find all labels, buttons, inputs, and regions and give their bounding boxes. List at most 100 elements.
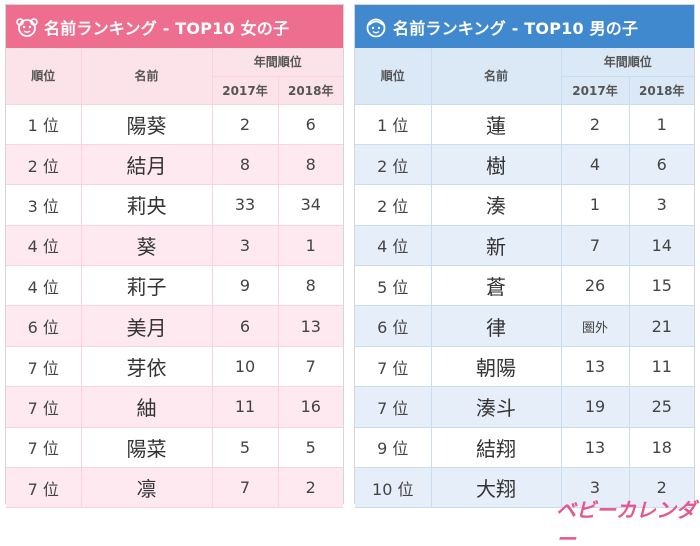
rank-2018-cell: 8	[278, 265, 344, 307]
rank-2018-cell: 1	[278, 225, 344, 267]
girl-face-icon	[16, 17, 38, 37]
rank-2017-cell: 3	[212, 225, 279, 267]
rank-cell: 1 位	[355, 104, 432, 145]
table-row: 3 位莉央 33 34	[6, 184, 344, 226]
rank-cell: 7 位	[355, 386, 432, 428]
boy-face-icon	[366, 18, 386, 37]
table-row: 6 位美月 6 13	[6, 305, 344, 347]
name-cell: 凛	[81, 467, 213, 509]
rank-2018-cell: 18	[629, 427, 695, 469]
table-row: 4 位新 7 14	[355, 225, 695, 267]
name-header: 名前	[81, 48, 213, 105]
name-header: 名前	[431, 48, 562, 105]
table-row: 1 位陽葵 2 6	[6, 104, 344, 145]
rank-2017-cell: 26	[561, 265, 630, 307]
year-2018-header: 2018年	[278, 76, 344, 105]
rank-2017-cell: 5	[212, 427, 279, 469]
name-cell: 美月	[81, 305, 213, 347]
rank-2018-cell: 13	[278, 305, 344, 347]
rank-2017-cell: 8	[212, 144, 279, 186]
table-row: 9 位結翔 13 18	[355, 427, 695, 469]
girls-banner: 名前ランキング - TOP10 女の子	[6, 5, 343, 48]
rank-2018-cell: 5	[278, 427, 344, 469]
name-cell: 樹	[431, 144, 562, 186]
year-2017-header: 2017年	[561, 76, 630, 105]
rank-cell: 9 位	[355, 427, 432, 469]
rank-2017-cell: 4	[561, 144, 630, 186]
name-cell: 大翔	[431, 467, 562, 509]
rank-cell: 3 位	[6, 184, 82, 226]
rank-2018-cell: 1	[629, 104, 695, 145]
table-row: 4 位莉子 9 8	[6, 265, 344, 307]
yearly-rank-header: 年間順位	[212, 48, 344, 77]
rank-cell: 5 位	[355, 265, 432, 307]
name-cell: 湊	[431, 184, 562, 226]
rank-2018-cell: 25	[629, 386, 695, 428]
rank-2018-cell: 6	[629, 144, 695, 186]
rank-cell: 7 位	[6, 346, 82, 388]
name-cell: 新	[431, 225, 562, 267]
rank-2017-cell: 9	[212, 265, 279, 307]
rank-2018-cell: 2	[278, 467, 344, 509]
name-cell: 紬	[81, 386, 213, 428]
rank-cell: 2 位	[355, 184, 432, 226]
rank-2017-cell: 2	[212, 104, 279, 145]
rank-cell: 7 位	[6, 467, 82, 509]
girls-title: 名前ランキング - TOP10 女の子	[44, 18, 290, 38]
rank-2018-cell: 16	[278, 386, 344, 428]
rank-cell: 2 位	[6, 144, 82, 186]
rank-2017-cell: 6	[212, 305, 279, 347]
rank-2018-cell: 15	[629, 265, 695, 307]
rank-header: 順位	[6, 48, 82, 105]
boys-ranking-panel: 名前ランキング - TOP10 男の子 順位 名前 年間順位 2017年 201…	[354, 4, 695, 509]
table-row: 7 位朝陽 13 11	[355, 346, 695, 388]
rank-2017-cell: 7	[212, 467, 279, 509]
table-row: 6 位律圏外 21	[355, 305, 695, 347]
rank-2018-cell: 34	[278, 184, 344, 226]
name-cell: 朝陽	[431, 346, 562, 388]
name-cell: 葵	[81, 225, 213, 267]
boys-banner: 名前ランキング - TOP10 男の子	[355, 5, 694, 48]
rank-cell: 6 位	[6, 305, 82, 347]
boys-title: 名前ランキング - TOP10 男の子	[393, 18, 639, 38]
rank-2017-cell: 圏外	[561, 305, 630, 347]
rank-2017-cell: 1	[561, 184, 630, 226]
table-row: 7 位芽依 10 7	[6, 346, 344, 388]
rank-2017-cell: 19	[561, 386, 630, 428]
rank-cell: 4 位	[355, 225, 432, 267]
rank-2018-cell: 7	[278, 346, 344, 388]
rank-2017-cell: 10	[212, 346, 279, 388]
girls-ranking-table: 順位 名前 年間順位 2017年 2018年 1 位陽葵 2 6 2 位結月 8 8 3…	[6, 48, 344, 509]
rank-2018-cell: 11	[629, 346, 695, 388]
rank-cell: 6 位	[355, 305, 432, 347]
name-cell: 莉央	[81, 184, 213, 226]
rank-cell: 1 位	[6, 104, 82, 145]
year-2017-header: 2017年	[212, 76, 279, 105]
rank-cell: 7 位	[6, 427, 82, 469]
girls-ranking-panel: 名前ランキング - TOP10 女の子 順位 名前 年間順位 2017年 201…	[5, 4, 344, 509]
rank-cell: 10 位	[355, 467, 432, 509]
rank-cell: 2 位	[355, 144, 432, 186]
rank-2017-cell: 13	[561, 346, 630, 388]
rank-2018-cell: 6	[278, 104, 344, 145]
rank-2017-cell: 13	[561, 427, 630, 469]
rank-2018-cell: 21	[629, 305, 695, 347]
year-2018-header: 2018年	[629, 76, 695, 105]
brand-logo: ベビーカレンダー	[556, 498, 696, 546]
rank-2017-cell: 33	[212, 184, 279, 226]
rank-cell: 7 位	[6, 386, 82, 428]
rank-2017-cell: 11	[212, 386, 279, 428]
rank-2018-cell: 14	[629, 225, 695, 267]
name-cell: 結翔	[431, 427, 562, 469]
name-cell: 蒼	[431, 265, 562, 307]
table-row: 2 位結月 8 8	[6, 144, 344, 186]
table-row: 5 位蒼 26 15	[355, 265, 695, 307]
name-cell: 陽菜	[81, 427, 213, 469]
rank-cell: 7 位	[355, 346, 432, 388]
name-cell: 蓮	[431, 104, 562, 145]
